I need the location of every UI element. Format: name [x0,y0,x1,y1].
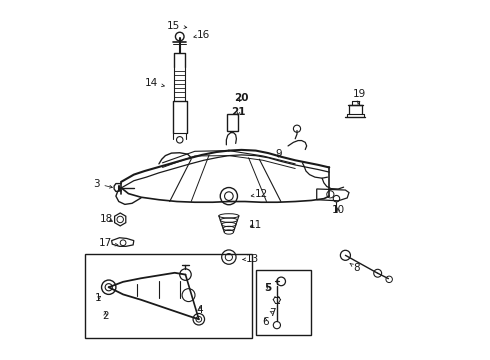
Text: 21: 21 [231,107,246,117]
Text: 4: 4 [197,305,203,315]
Text: 6: 6 [263,317,269,327]
Text: 11: 11 [249,220,262,230]
Text: 5: 5 [265,283,272,293]
Text: 17: 17 [98,238,118,248]
Text: 16: 16 [194,30,210,40]
Text: 18: 18 [100,215,114,224]
Text: 9: 9 [276,149,282,159]
Text: 8: 8 [350,263,360,273]
Text: 7: 7 [270,308,276,318]
Text: 2: 2 [102,311,108,320]
Bar [85,253,252,338]
Text: 3: 3 [93,179,112,189]
Text: 19: 19 [353,89,367,104]
Text: 1: 1 [95,293,101,303]
Text: 13: 13 [243,254,259,264]
Text: 12: 12 [251,189,268,199]
Text: 20: 20 [234,93,248,103]
Text: 14: 14 [145,78,164,88]
Bar [256,270,311,335]
Text: 10: 10 [332,206,345,216]
Bar [227,114,238,131]
Text: 15: 15 [167,21,187,31]
